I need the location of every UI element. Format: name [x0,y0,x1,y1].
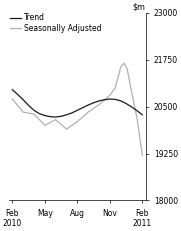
Seasonally Adjusted [136,116,138,119]
Seasonally Adjusted [44,124,46,127]
Trend [136,109,138,112]
Seasonally Adjusted [131,90,133,93]
Trend [65,113,68,116]
Trend [17,93,19,96]
Text: $m: $m [133,3,146,12]
Seasonally Adjusted [33,113,35,116]
Seasonally Adjusted [11,98,13,100]
Trend [44,114,46,117]
Seasonally Adjusted [109,94,111,97]
Trend [87,104,89,106]
Seasonally Adjusted [98,103,100,106]
Trend [71,112,73,114]
Trend [92,101,95,104]
Line: Seasonally Adjusted: Seasonally Adjusted [12,63,142,155]
Trend [109,98,111,100]
Seasonally Adjusted [76,120,78,123]
Trend [131,106,133,108]
Trend [125,102,127,105]
Trend [103,98,106,101]
Trend [114,98,116,101]
Line: Trend: Trend [12,90,142,117]
Seasonally Adjusted [120,66,122,68]
Trend [33,109,35,112]
Seasonally Adjusted [87,111,89,114]
Seasonally Adjusted [65,128,68,131]
Legend: Trend, Seasonally Adjusted: Trend, Seasonally Adjusted [10,13,102,33]
Trend [49,115,51,118]
Seasonally Adjusted [114,86,116,89]
Trend [76,109,78,112]
Trend [98,100,100,102]
Trend [141,113,144,116]
Seasonally Adjusted [126,67,128,70]
Trend [60,115,62,118]
Trend [22,98,24,101]
Trend [38,112,41,115]
Trend [55,116,57,119]
Seasonally Adjusted [123,62,125,65]
Seasonally Adjusted [22,111,24,114]
Trend [11,88,13,91]
Seasonally Adjusted [141,154,144,157]
Trend [28,104,30,107]
Seasonally Adjusted [55,118,57,121]
Trend [82,106,84,109]
Trend [120,100,122,102]
